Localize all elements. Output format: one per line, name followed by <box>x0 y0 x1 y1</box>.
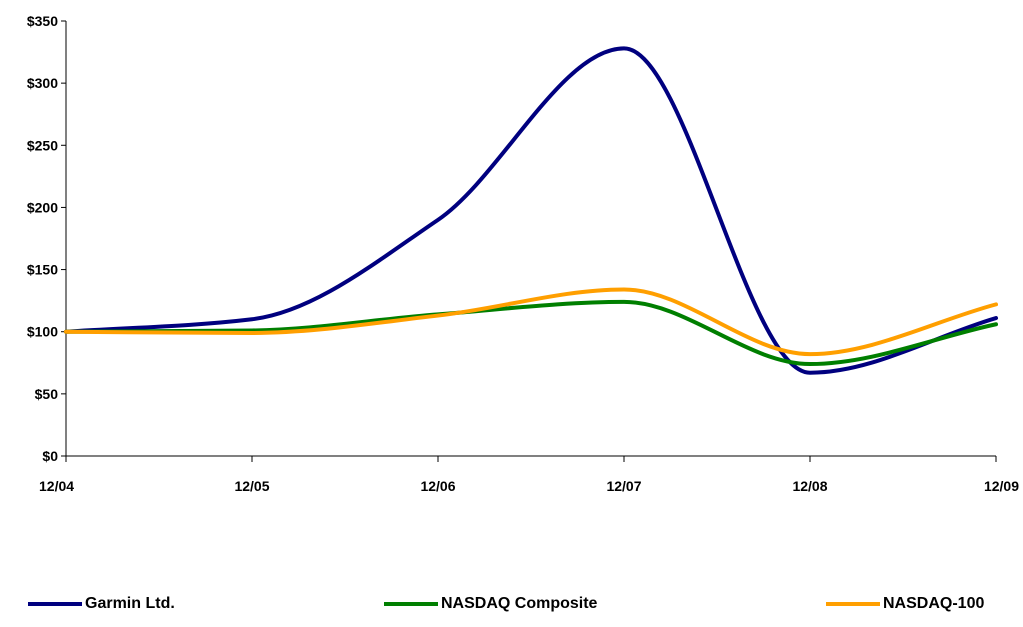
y-tick-label: $350 <box>27 13 58 29</box>
legend-item-nasdaq-100: NASDAQ-100 <box>826 594 984 614</box>
x-tick-label: 12/05 <box>234 478 269 494</box>
legend-swatch <box>28 602 82 606</box>
legend-label: NASDAQ Composite <box>441 595 598 612</box>
legend-item-garmin: Garmin Ltd. <box>28 594 175 614</box>
legend-swatch <box>384 602 438 606</box>
y-tick-label: $300 <box>27 75 58 91</box>
y-tick-label: $100 <box>27 324 58 340</box>
y-tick-label: $150 <box>27 262 58 278</box>
y-tick-label: $200 <box>27 199 58 215</box>
x-tick-label: 12/07 <box>606 478 641 494</box>
y-tick-label: $250 <box>27 137 58 153</box>
series-line-nasdaq-100 <box>64 287 998 357</box>
y-tick-label: $50 <box>35 386 59 402</box>
legend-swatch <box>826 602 880 606</box>
tick-labels: $0 $50 $100 $150 $200 $250 $300 $350 12/04 12/05 1… <box>27 13 1019 494</box>
x-tick-label: 12/08 <box>792 478 827 494</box>
chart-axes <box>61 20 997 462</box>
series-layer <box>64 46 998 375</box>
y-tick-label: $0 <box>42 448 58 464</box>
series-line-garmin-ltd <box>64 46 998 375</box>
x-tick-label: 12/04 <box>39 478 74 494</box>
series-line-nasdaq-composite <box>64 299 998 367</box>
legend-item-nasdaq-composite: NASDAQ Composite <box>384 594 597 614</box>
legend-label: NASDAQ-100 <box>883 595 985 612</box>
legend-label: Garmin Ltd. <box>85 595 175 612</box>
x-tick-label: 12/09 <box>984 478 1019 494</box>
x-tick-label: 12/06 <box>420 478 455 494</box>
